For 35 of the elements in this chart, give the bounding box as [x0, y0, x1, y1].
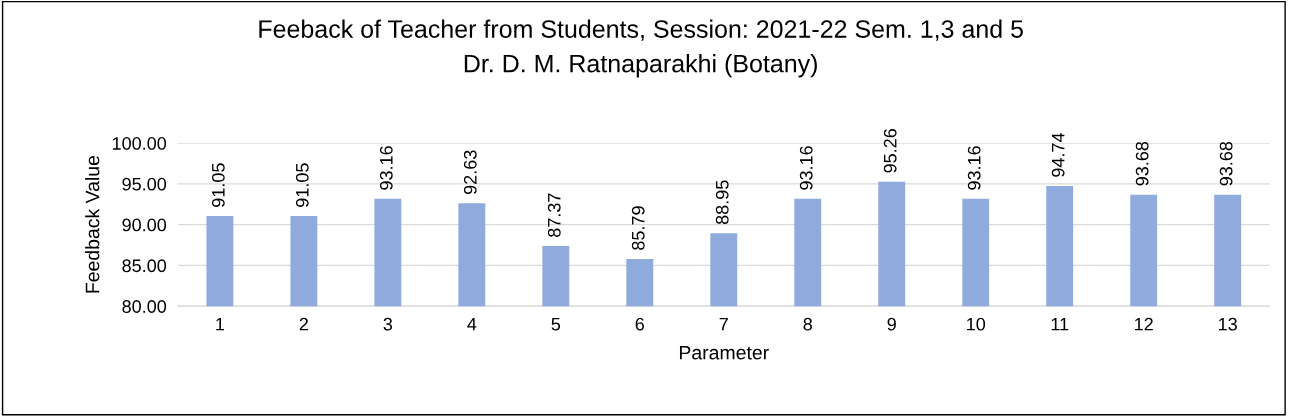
y-tick-label: 80.00 [122, 300, 167, 313]
x-tick-label: 8 [803, 317, 812, 331]
x-tick-label: 1 [216, 317, 225, 331]
x-tick-label: 9 [887, 317, 896, 331]
x-tick-label: 4 [467, 317, 477, 331]
data-label: 85.79 [631, 206, 645, 250]
x-tick-label: 6 [635, 317, 645, 331]
x-tick-label: 5 [551, 317, 561, 331]
data-label: 91.05 [295, 163, 309, 207]
data-label: 93.16 [379, 146, 393, 190]
x-tick-label: 13 [1219, 317, 1237, 331]
data-label: 88.95 [715, 180, 729, 225]
y-tick-label: 95.00 [122, 177, 167, 191]
x-tick-label: 2 [299, 317, 308, 331]
data-label: 91.05 [211, 163, 225, 207]
y-tick-label: 85.00 [122, 259, 167, 273]
data-label: 95.26 [883, 129, 897, 173]
data-label: 94.74 [1051, 133, 1065, 177]
data-label: 87.37 [547, 193, 561, 237]
data-label: 93.68 [1219, 141, 1233, 186]
data-label: 92.63 [463, 150, 477, 195]
x-tick-label: 7 [719, 317, 728, 331]
y-axis-title: Feedback Value [85, 155, 100, 293]
chart-title: Feeback of Teacher from Students, Session: 2021-22 Sem. 1,3 and 5 [259, 19, 1023, 41]
y-tick-label: 100.00 [112, 137, 167, 150]
x-tick-label: 3 [383, 317, 393, 331]
y-tick-label: 90.00 [122, 218, 167, 232]
data-label: 93.16 [967, 146, 981, 190]
chart-subtitle: Dr. D. M. Ratnaparakhi (Botany) [464, 54, 817, 78]
data-label: 93.68 [1135, 141, 1149, 186]
x-tick-label: 12 [1135, 317, 1153, 331]
x-axis-title: Parameter [679, 345, 769, 360]
x-tick-label: 10 [967, 317, 986, 331]
data-label: 93.16 [799, 146, 813, 190]
x-tick-label: 11 [1051, 317, 1069, 331]
